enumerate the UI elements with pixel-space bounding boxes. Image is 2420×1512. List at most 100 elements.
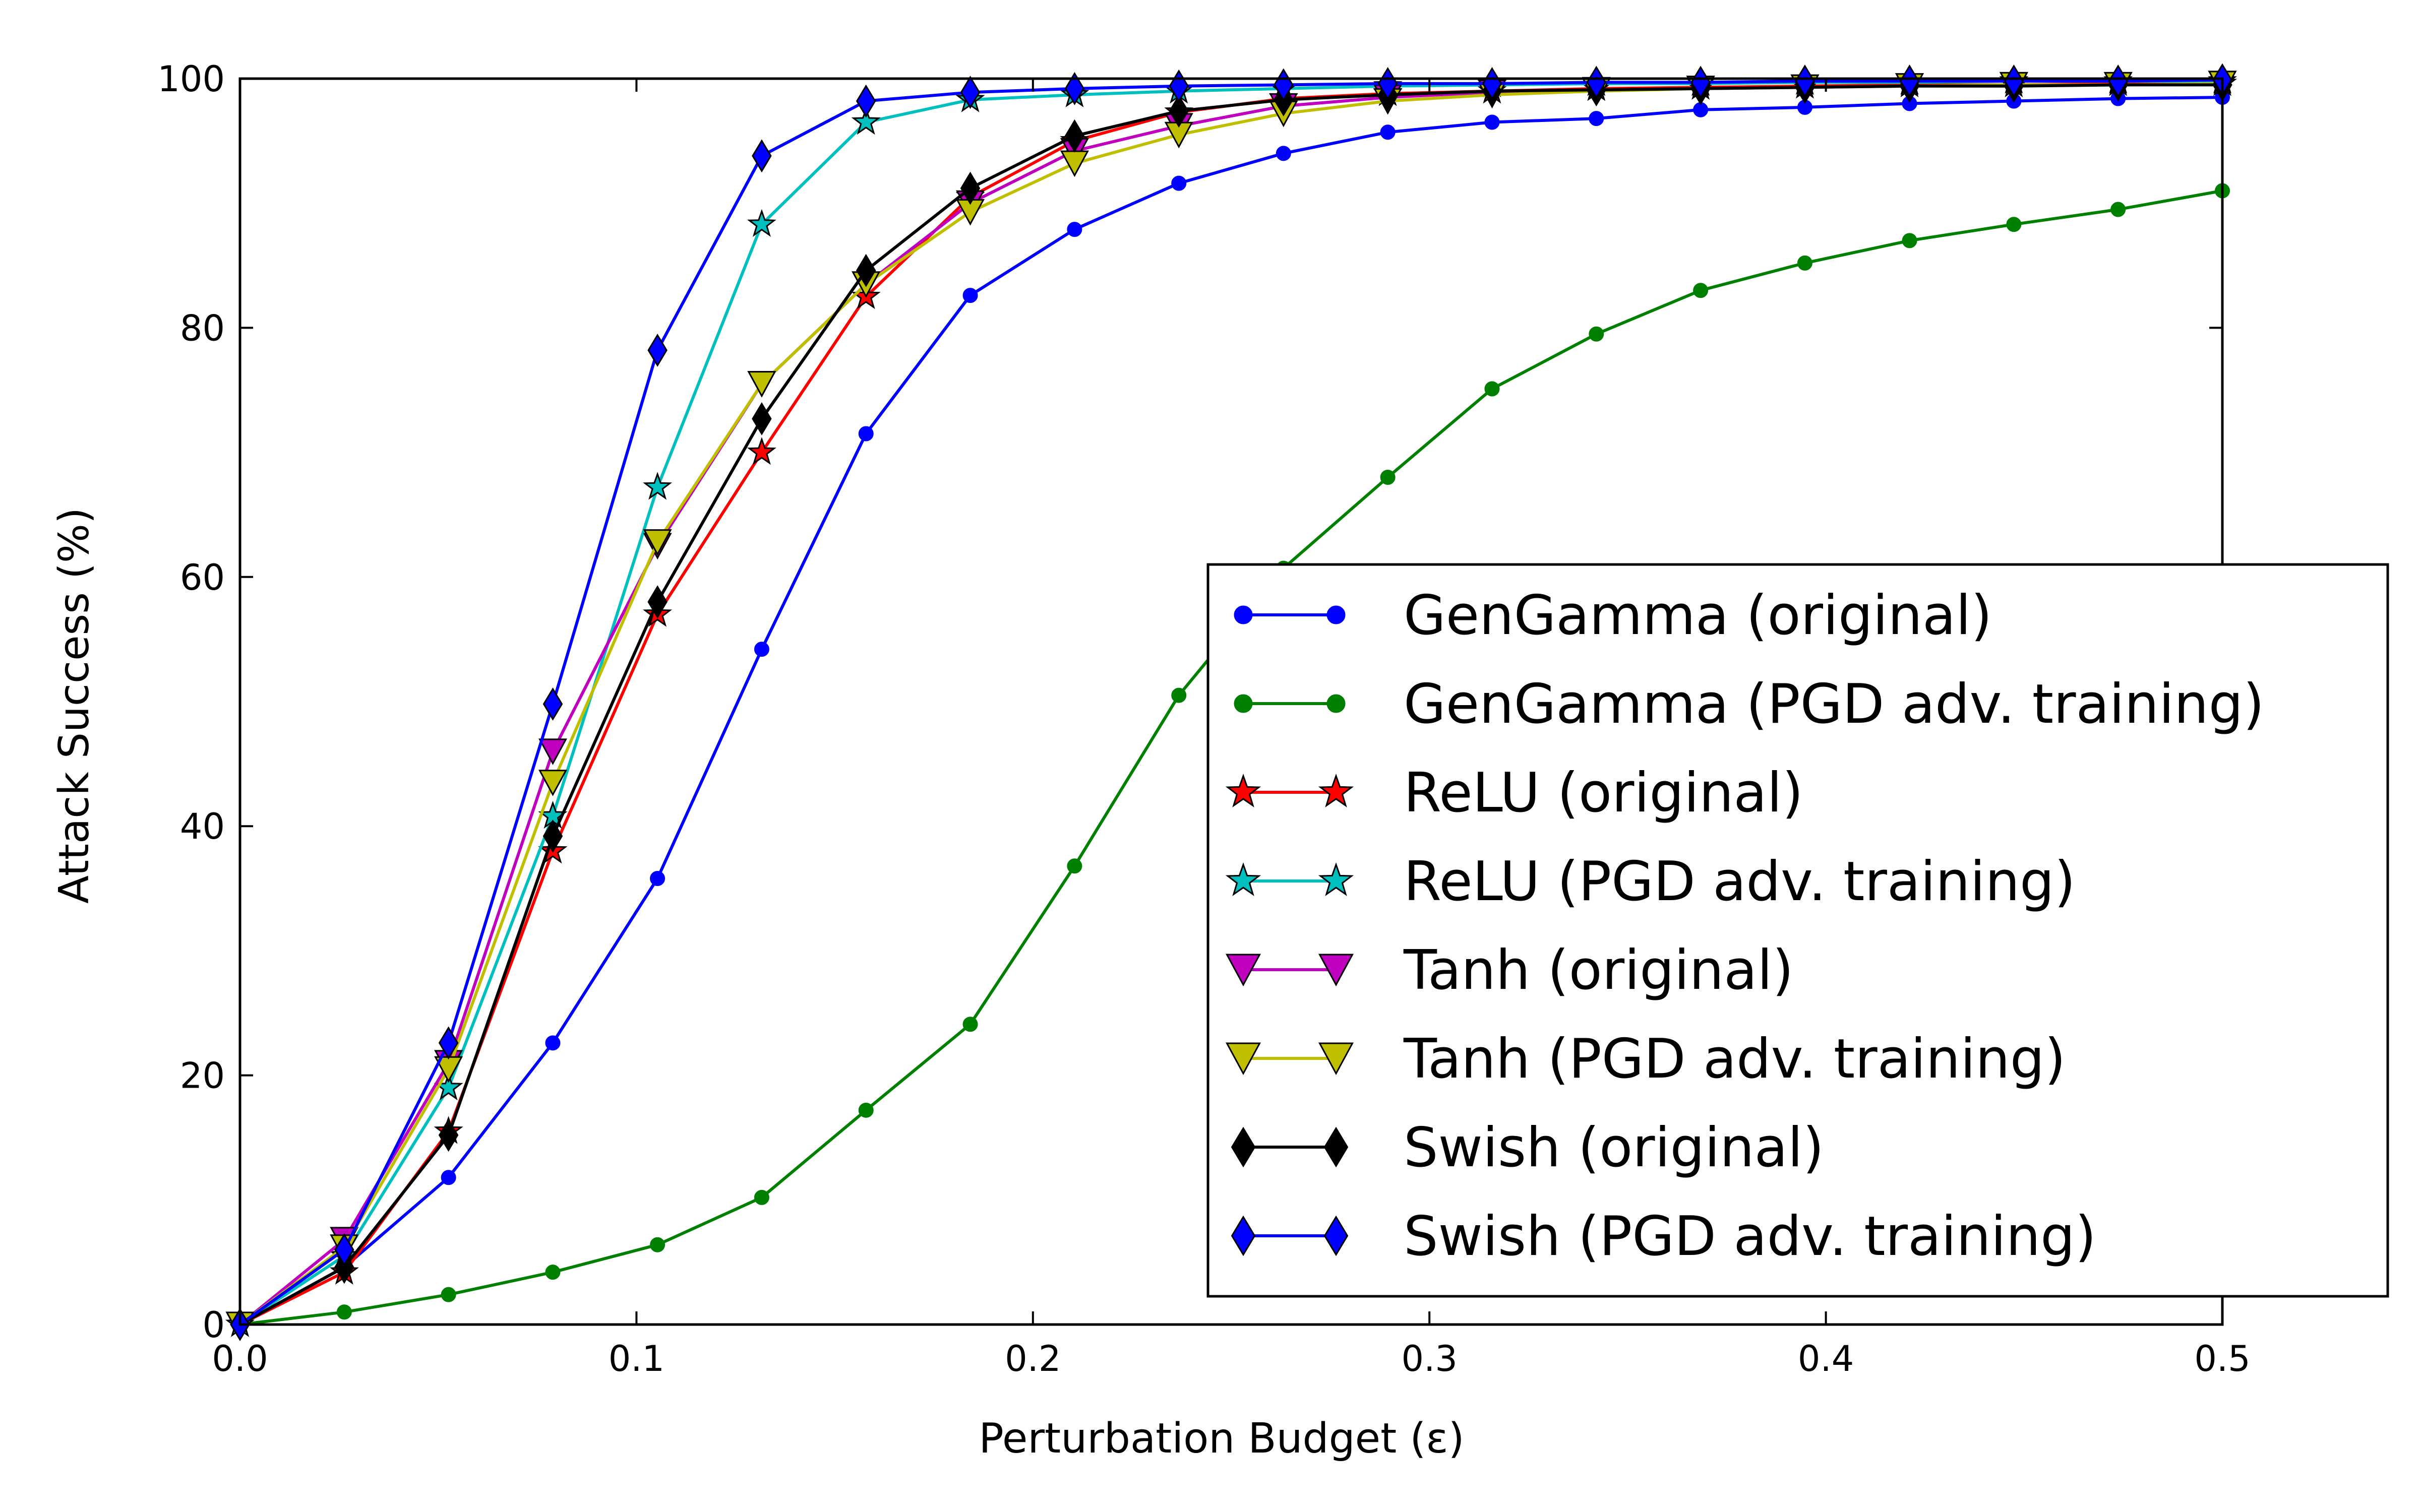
legend: GenGamma (original) GenGamma (PGD adv. tr… [1206,563,2389,1298]
data-point [545,1035,561,1051]
data-point [1171,175,1187,191]
data-point [2108,64,2128,98]
data-point [747,209,776,237]
data-point [1380,124,1396,140]
data-point [647,585,668,619]
data-point [545,1265,561,1280]
x-tick-label: 0.1 [609,1338,664,1379]
series-line [239,78,2223,1326]
data-point [752,402,772,435]
data-point [538,770,568,796]
data-point [438,1026,459,1060]
data-point [851,106,881,135]
data-point [650,871,666,887]
axes-layer: 0.0 0.1 0.2 0.3 0.4 0.5 0 20 40 60 80 100 [157,58,2250,1379]
data-point [747,437,776,465]
legend-label: GenGamma (PGD adv. training) [1404,673,2264,736]
legend-marker [1234,694,1253,713]
legend-item: Swish (original) [1231,1116,1824,1179]
legend-item: ReLU (PGD adv. training) [1225,850,2076,913]
data-point [1276,146,1291,161]
legend-marker [1225,773,1261,807]
legend-marker [1318,954,1354,987]
legend-item: Tanh (original) [1225,939,1793,1002]
x-tick-label: 0.3 [1402,1338,1458,1379]
data-point [1484,114,1500,130]
legend-label: ReLU (PGD adv. training) [1404,850,2076,913]
legend-label: Swish (original) [1404,1116,1824,1179]
series-line [239,96,2223,1326]
x-tick-label: 0.2 [1005,1338,1061,1379]
legend-item: GenGamma (PGD adv. training) [1234,673,2264,736]
data-point [643,472,673,500]
legend-marker [1231,1126,1256,1168]
legend-box [1206,563,2389,1298]
data-point [1064,119,1085,153]
data-point [1902,233,1917,248]
legend-item: Swish (PGD adv. training) [1231,1205,2096,1268]
data-point [2004,64,2024,98]
data-point [856,254,876,287]
legend-marker [1234,605,1253,624]
legend-marker [1231,1215,1256,1256]
data-point [1586,66,1607,99]
data-point [647,333,668,367]
data-point [754,1189,769,1205]
data-point [962,1017,978,1032]
legend-label: Tanh (PGD adv. training) [1403,1028,2066,1091]
data-point [334,1250,354,1284]
legend-marker [1225,862,1261,896]
legend-marker [1323,1215,1349,1256]
x-tick-label: 0.0 [212,1338,268,1379]
data-point [858,1102,874,1118]
data-point [856,84,876,118]
data-point [438,1118,459,1152]
legend-label: Tanh (original) [1403,939,1793,1002]
legend-marker [1318,862,1354,896]
data-point [1589,111,1604,127]
data-point [1589,326,1604,342]
y-tick-label: 100 [157,58,225,100]
series-8 [230,63,2232,1341]
data-point [1797,255,1812,271]
data-point [1693,283,1709,298]
data-point [754,642,769,657]
legend-marker [1326,605,1346,624]
legend-label: GenGamma (original) [1404,584,1992,647]
data-point [858,426,874,442]
y-axis-label: Attack Success (%) [50,508,98,904]
data-point [747,371,776,398]
legend-marker [1225,954,1261,987]
data-point [650,1237,666,1252]
legend-marker [1318,773,1354,807]
data-point [1484,381,1500,397]
data-point [960,171,981,205]
legend-item: GenGamma (original) [1234,584,1992,647]
legend-marker [1225,1042,1261,1076]
data-point [542,820,563,853]
data-point [643,529,672,556]
data-point [441,1287,456,1302]
data-point [2110,202,2126,217]
y-tick-label: 0 [202,1304,225,1346]
data-point [1171,687,1187,703]
data-point [542,687,563,721]
legend-item: ReLU (original) [1225,762,1803,825]
data-point [1380,470,1396,485]
y-tick-label: 20 [180,1055,225,1097]
data-point [1067,222,1082,237]
x-tick-label: 0.4 [1798,1338,1854,1379]
data-point [1795,64,1815,98]
legend-marker [1326,694,1346,713]
data-point [752,139,772,173]
data-point [2006,217,2022,232]
series-line [239,83,2222,1326]
legend-label: Swish (PGD adv. training) [1404,1205,2096,1268]
data-point [1169,94,1189,128]
data-point [441,1170,456,1185]
x-axis-label: Perturbation Budget (ε) [979,1415,1464,1463]
legend-item: Tanh (PGD adv. training) [1225,1028,2066,1091]
y-tick-label: 80 [180,307,225,349]
data-point [960,76,981,109]
